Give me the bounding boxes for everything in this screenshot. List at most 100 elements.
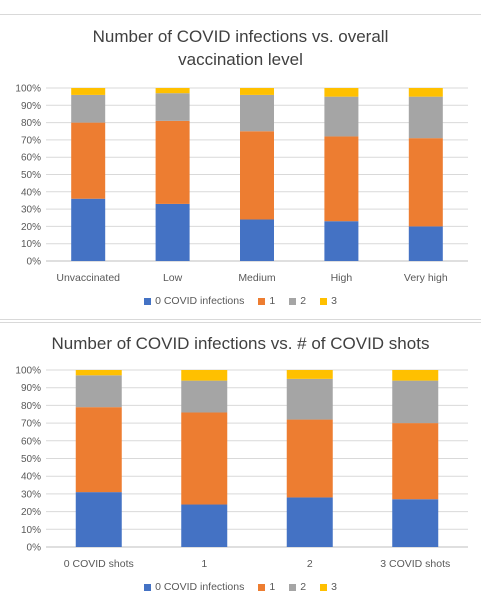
- bar-segment: [71, 198, 106, 261]
- legend-label: 1: [269, 581, 276, 593]
- bar-segment: [392, 499, 439, 547]
- bar-segment: [392, 370, 439, 381]
- y-tick-label: 10%: [21, 525, 41, 536]
- bar-segment: [408, 88, 443, 97]
- y-tick-label: 20%: [21, 222, 41, 233]
- chart-covid-shots: Number of COVID infections vs. # of COVI…: [0, 322, 481, 599]
- bar-segment: [240, 88, 274, 95]
- bar-segment: [392, 423, 439, 500]
- legend-item: 1: [258, 295, 275, 307]
- bar-segment: [71, 94, 106, 123]
- legend-swatch: [144, 297, 152, 305]
- x-category-label: 1: [201, 558, 207, 570]
- legend-swatch: [320, 583, 328, 591]
- bar-segment: [324, 96, 359, 137]
- chart-title-line-2: vaccination level: [178, 50, 303, 69]
- legend-swatch: [258, 297, 266, 305]
- legend-swatch: [320, 297, 328, 305]
- legend-swatch: [289, 583, 297, 591]
- bar-segment: [240, 219, 274, 261]
- bar-segment: [155, 203, 190, 261]
- y-tick-label: 40%: [21, 472, 41, 483]
- legend-swatch: [258, 583, 266, 591]
- y-tick-label: 100%: [15, 84, 41, 95]
- bar-segment: [324, 88, 359, 97]
- y-tick-label: 20%: [21, 507, 41, 518]
- legend-item: 0 COVID infections: [144, 581, 244, 593]
- bar-segment: [286, 370, 333, 379]
- legend-label: 2: [300, 295, 307, 307]
- x-category-label: Unvaccinated: [56, 272, 120, 284]
- legend-item: 2: [289, 581, 306, 593]
- chart-title-line-1: Number of COVID infections vs. # of COVI…: [51, 334, 430, 353]
- y-tick-label: 70%: [21, 419, 41, 430]
- bar-segment: [408, 138, 443, 227]
- chart-title: Number of COVID infections vs. overall v…: [0, 25, 481, 71]
- y-tick-label: 90%: [21, 101, 41, 112]
- y-tick-label: 40%: [21, 187, 41, 198]
- bar-segment: [324, 136, 359, 222]
- chart-plot-area: 0% 10% 20% 30% 40% 50% 60% 70% 80% 90% 100% Unvacci…: [15, 84, 468, 284]
- chart-legend: 0 COVID infections 1 2 3: [0, 581, 481, 593]
- y-tick-label: 60%: [21, 153, 41, 164]
- x-category-label: 2: [307, 558, 313, 570]
- bar-segment: [155, 120, 190, 204]
- y-tick-label: 90%: [21, 383, 41, 394]
- legend-item: 1: [258, 581, 275, 593]
- bar-segment: [408, 96, 443, 139]
- y-tick-label: 70%: [21, 135, 41, 146]
- bar-segment: [286, 497, 333, 547]
- y-tick-label: 0%: [27, 543, 42, 554]
- legend-label: 0 COVID infections: [155, 295, 245, 307]
- bar-segment: [155, 88, 190, 94]
- x-category-label: Very high: [404, 272, 448, 284]
- bar-segment: [181, 412, 228, 505]
- bar-segment: [71, 88, 106, 95]
- bar-segment: [155, 93, 190, 121]
- bar-segment: [240, 94, 274, 132]
- bar-segment: [75, 492, 122, 547]
- x-category-label: 0 COVID shots: [64, 558, 134, 570]
- chart-vaccination-level: Number of COVID infections vs. overall v…: [0, 14, 481, 320]
- y-tick-label: 0%: [27, 257, 42, 268]
- legend-label: 3: [331, 581, 337, 593]
- bar-segment: [240, 131, 274, 220]
- legend-swatch: [289, 297, 297, 305]
- legend-item: 0 COVID infections: [144, 295, 244, 307]
- bar-segment: [181, 380, 228, 413]
- y-tick-label: 100%: [15, 366, 41, 377]
- bar-segment: [75, 370, 122, 376]
- legend-item: 2: [289, 295, 306, 307]
- legend-label: 1: [269, 295, 276, 307]
- y-tick-label: 30%: [21, 205, 41, 216]
- legend-item: 3: [320, 581, 337, 593]
- y-tick-label: 50%: [21, 454, 41, 465]
- bar-segment: [75, 375, 122, 408]
- y-tick-label: 10%: [21, 239, 41, 250]
- bar-segment: [324, 221, 359, 261]
- bar-segment: [392, 380, 439, 424]
- chart-legend: 0 COVID infections 1 2 3: [0, 295, 481, 307]
- bar-segment: [71, 122, 106, 199]
- legend-swatch: [144, 583, 152, 591]
- bar-segment: [181, 504, 228, 547]
- legend-item: 3: [320, 295, 337, 307]
- x-category-label: 3 COVID shots: [380, 558, 450, 570]
- y-tick-label: 80%: [21, 118, 41, 129]
- legend-label: 2: [300, 581, 307, 593]
- y-tick-label: 60%: [21, 436, 41, 447]
- x-category-label: Low: [163, 272, 183, 284]
- bar-segment: [286, 419, 333, 498]
- chart-title-line-1: Number of COVID infections vs. overall: [92, 27, 389, 46]
- y-tick-label: 50%: [21, 170, 41, 181]
- bar-segment: [181, 370, 228, 381]
- bar-segment: [286, 378, 333, 420]
- legend-label: 3: [331, 295, 337, 307]
- y-tick-label: 30%: [21, 489, 41, 500]
- x-category-label: Medium: [238, 272, 276, 284]
- y-tick-label: 80%: [21, 401, 41, 412]
- chart-plot-area: 0% 10% 20% 30% 40% 50% 60% 70% 80% 90% 100% 0 COVID…: [15, 366, 468, 570]
- bar-segment: [75, 407, 122, 493]
- bar-segment: [408, 226, 443, 261]
- legend-label: 0 COVID infections: [155, 581, 245, 593]
